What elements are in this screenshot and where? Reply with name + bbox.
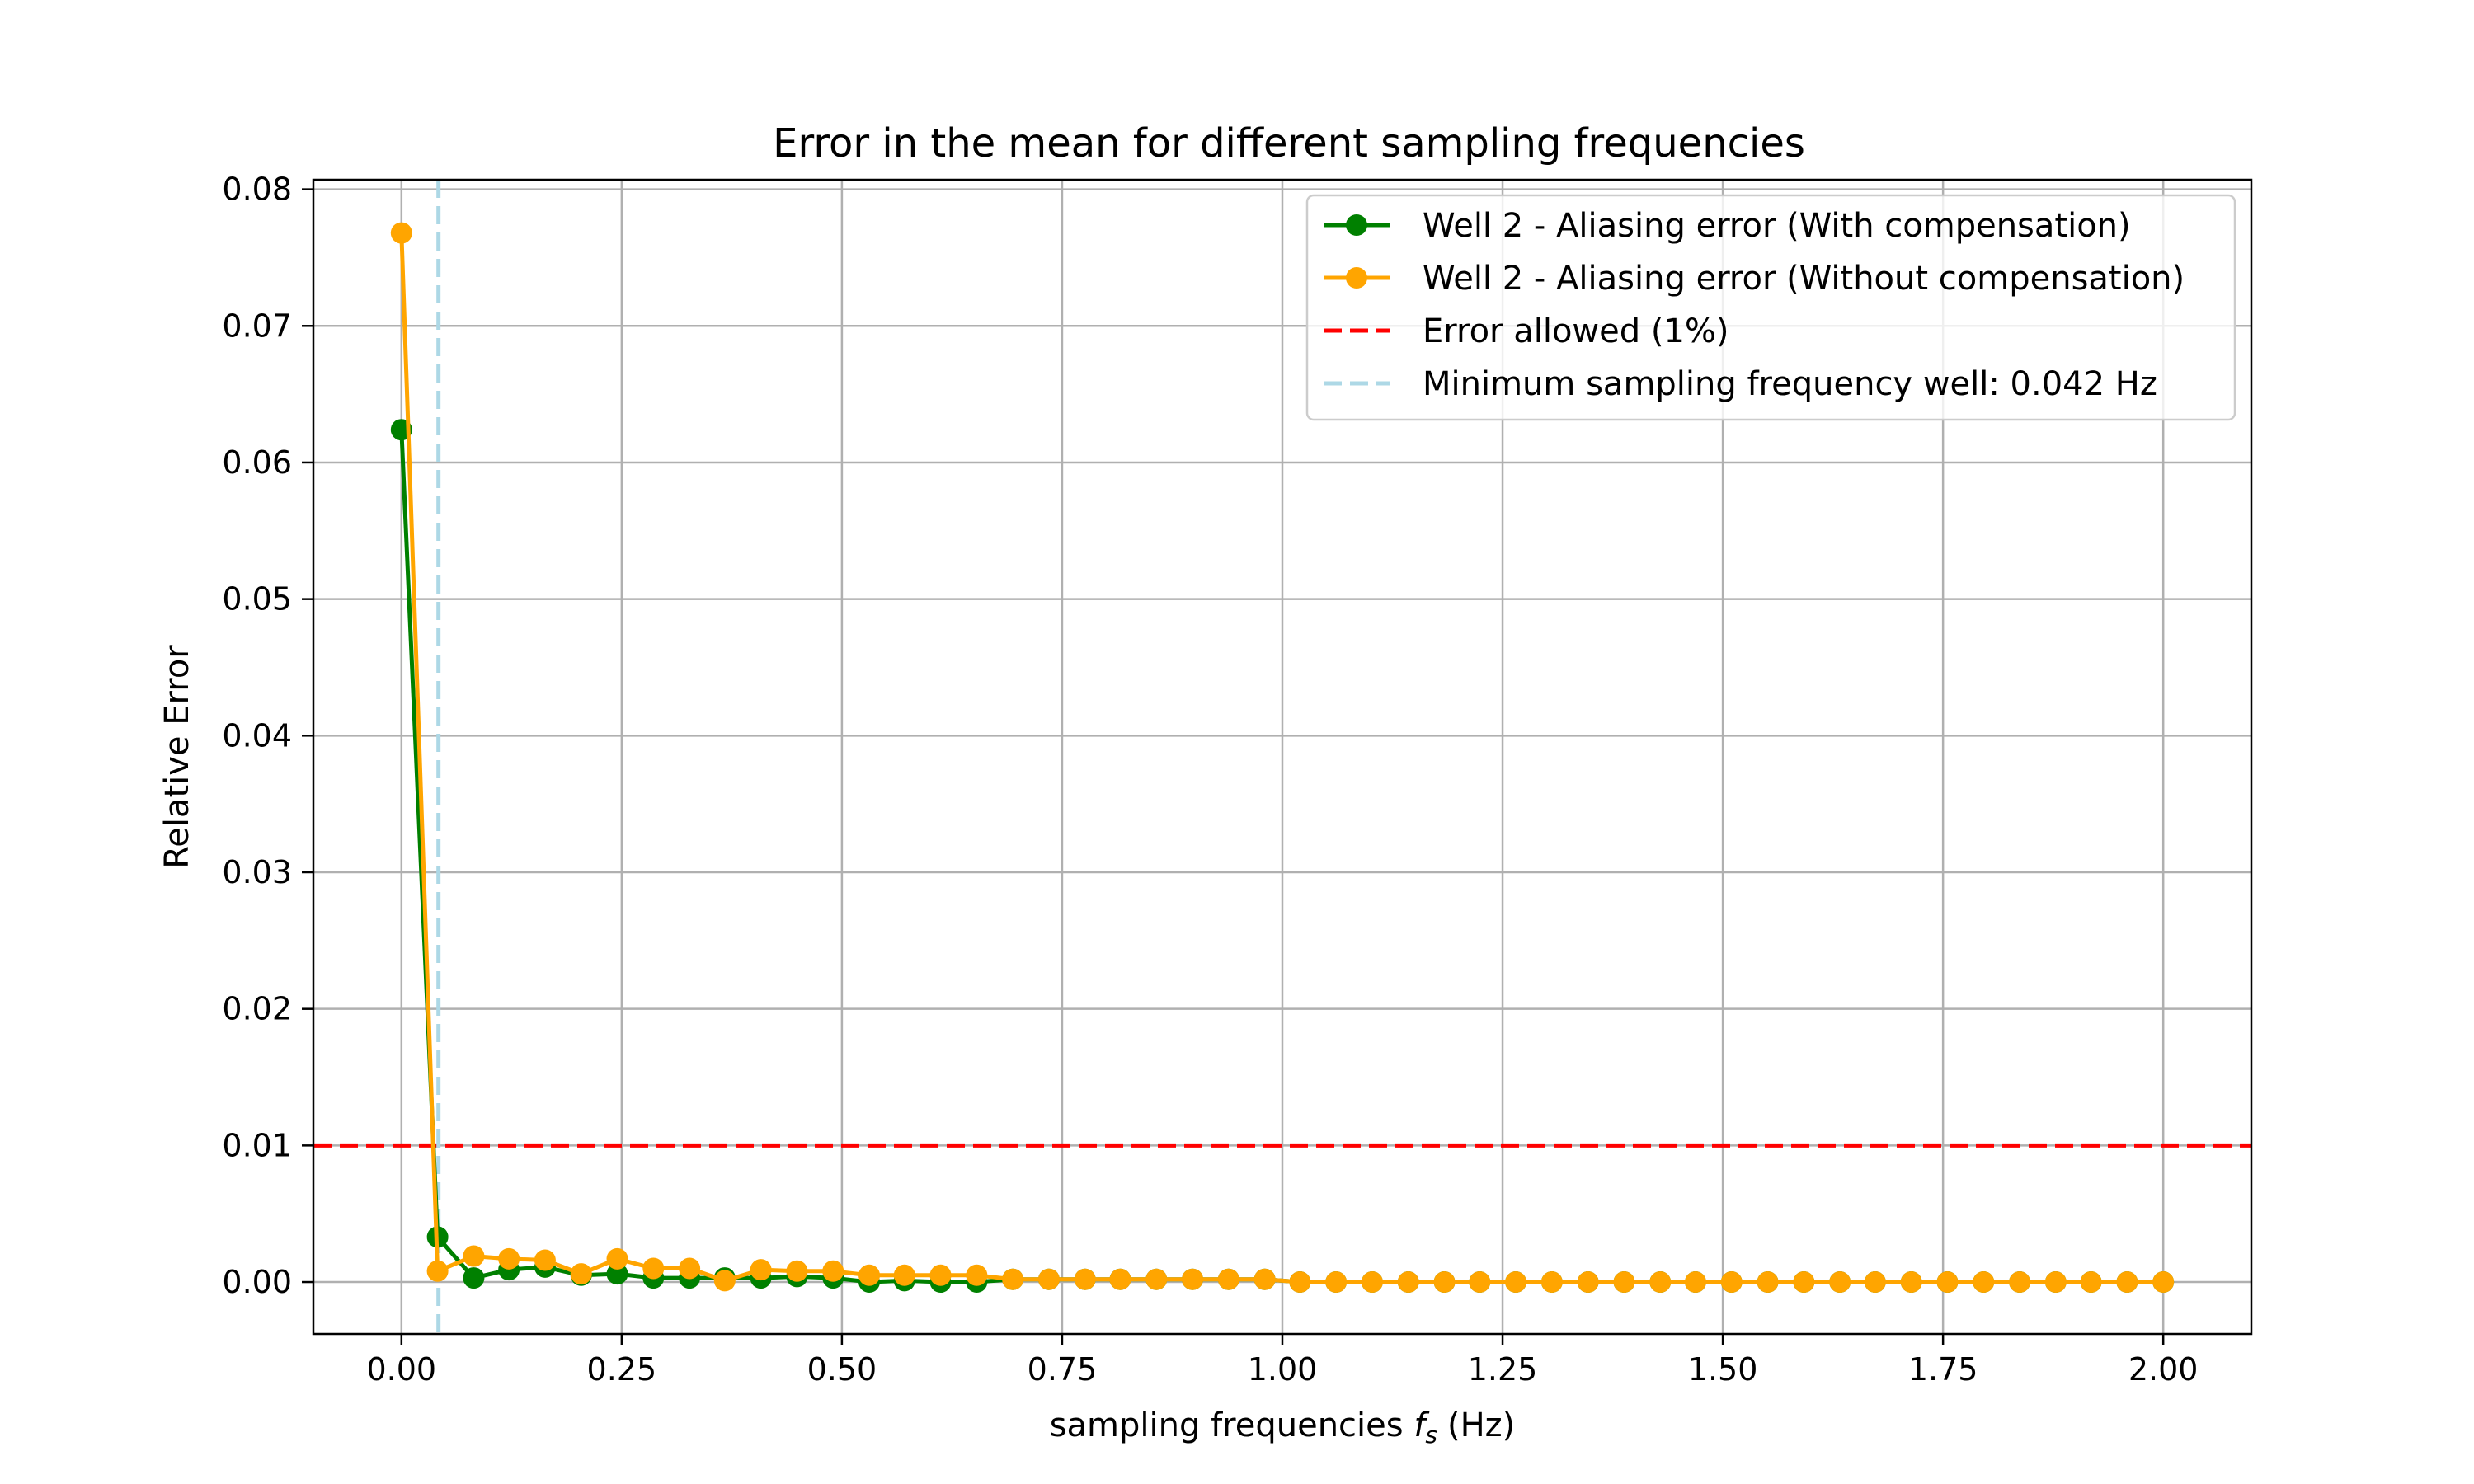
y-tick-label: 0.04 [222, 717, 292, 754]
series-2-point [1037, 1268, 1060, 1290]
series-2-point [2152, 1271, 2175, 1294]
legend-entry: Error allowed (1%) [1324, 312, 1729, 350]
series-2-point [858, 1264, 881, 1286]
legend-entry: Minimum sampling frequency well: 0.042 H… [1324, 365, 2157, 403]
series-2-point [822, 1260, 844, 1282]
series-2-point [1074, 1268, 1096, 1290]
y-axis-title: Relative Error [158, 645, 196, 869]
series-2-point [1900, 1271, 1922, 1294]
x-tick-label: 1.25 [1468, 1351, 1538, 1388]
series-2-point [1182, 1268, 1204, 1290]
series-2-point [1936, 1271, 1959, 1294]
series-2-point [1002, 1268, 1024, 1290]
series-2-point [1864, 1271, 1886, 1294]
series-2-point [1829, 1271, 1851, 1294]
series-2-point [929, 1264, 952, 1286]
legend-entry: Well 2 - Aliasing error (Without compens… [1324, 260, 2185, 298]
series-2-point [1325, 1271, 1348, 1294]
series-2-point [893, 1264, 915, 1286]
series-2-point [1109, 1268, 1131, 1290]
x-tick-label: 0.50 [807, 1351, 877, 1388]
legend-label: Well 2 - Aliasing error (Without compens… [1423, 260, 2185, 298]
series-2-point [713, 1270, 736, 1292]
legend-swatch-marker [1346, 267, 1367, 289]
series-2-point [642, 1257, 665, 1280]
series-2-point [1793, 1271, 1815, 1294]
series-2-point [1217, 1268, 1239, 1290]
series-1-point [463, 1267, 485, 1289]
series-2-point [390, 222, 412, 244]
legend-label: Minimum sampling frequency well: 0.042 H… [1423, 365, 2157, 403]
series-2-point [1145, 1268, 1168, 1290]
legend-box [1305, 194, 2236, 421]
x-axis-symbol-subscript: s [1425, 1421, 1437, 1449]
series-2-point [1757, 1271, 1779, 1294]
series-2-point [1433, 1271, 1456, 1294]
chart-title: Error in the mean for different sampling… [773, 120, 1805, 167]
series-2-point [1649, 1271, 1672, 1294]
series [390, 222, 2175, 1294]
series-2-point [1720, 1271, 1743, 1294]
series-2-point [2116, 1271, 2138, 1294]
x-tick-label: 1.00 [1248, 1351, 1318, 1388]
y-tick-label: 0.05 [222, 581, 292, 618]
y-tick-label: 0.07 [222, 308, 292, 344]
y-tick-label: 0.02 [222, 991, 292, 1027]
x-axis-unit: (Hz) [1447, 1407, 1515, 1444]
series-2-point [786, 1260, 808, 1282]
series-2-point [1613, 1271, 1635, 1294]
series-2-point [426, 1260, 449, 1282]
series-2-point [1361, 1271, 1383, 1294]
series-2-point [679, 1257, 701, 1280]
series-2-point [1397, 1271, 1419, 1294]
series-2-point [1289, 1271, 1311, 1294]
series-2-point [966, 1264, 988, 1286]
series-2-point [606, 1247, 628, 1270]
x-tick-label: 0.25 [587, 1351, 657, 1388]
series-2-point [1540, 1271, 1563, 1294]
x-tick-label: 0.75 [1028, 1351, 1098, 1388]
series-2-point [1505, 1271, 1527, 1294]
legend-label: Error allowed (1%) [1423, 312, 1729, 350]
x-tick-label: 0.00 [367, 1351, 437, 1388]
series-2-point [1253, 1268, 1276, 1290]
series-1-point [606, 1263, 628, 1285]
reference-lines [313, 180, 2251, 1334]
series-2-point [1577, 1271, 1599, 1294]
series-2-point [1469, 1271, 1491, 1294]
series-2-point [570, 1263, 592, 1285]
series-2-point [2009, 1271, 2031, 1294]
x-tick-label: 2.00 [2128, 1351, 2199, 1388]
x-axis-ticks: 0.00 0.25 0.50 0.75 1.00 1.25 1.50 1.75 2.00 [367, 1334, 2199, 1388]
legend-entry: Well 2 - Aliasing error (With compensati… [1324, 207, 2131, 245]
series-2-point [1684, 1271, 1706, 1294]
series-2 [390, 222, 2175, 1294]
y-axis-ticks: 0.00 0.01 0.02 0.03 0.04 0.05 0.06 0.07 0.08 [222, 171, 313, 1300]
x-tick-label: 1.75 [1908, 1351, 1978, 1388]
x-axis-title: sampling frequencies fs (Hz) [1050, 1407, 1516, 1449]
y-tick-label: 0.08 [222, 171, 292, 208]
y-tick-label: 0.00 [222, 1264, 292, 1300]
series-2-point [534, 1249, 556, 1271]
legend-swatch-marker [1346, 214, 1367, 236]
y-tick-label: 0.06 [222, 444, 292, 481]
series-2-point [498, 1247, 520, 1270]
legend: Well 2 - Aliasing error (With compensati… [1305, 194, 2236, 421]
x-axis-label: sampling frequencies [1050, 1407, 1404, 1444]
series-2-point [2044, 1271, 2067, 1294]
x-tick-label: 1.50 [1688, 1351, 1758, 1388]
series-2-point [463, 1245, 485, 1267]
y-tick-label: 0.01 [222, 1127, 292, 1163]
series-2-point [750, 1259, 772, 1281]
legend-label: Well 2 - Aliasing error (With compensati… [1423, 207, 2131, 245]
series-2-point [2080, 1271, 2102, 1294]
y-tick-label: 0.03 [222, 854, 292, 890]
series-2-point [1973, 1271, 1995, 1294]
